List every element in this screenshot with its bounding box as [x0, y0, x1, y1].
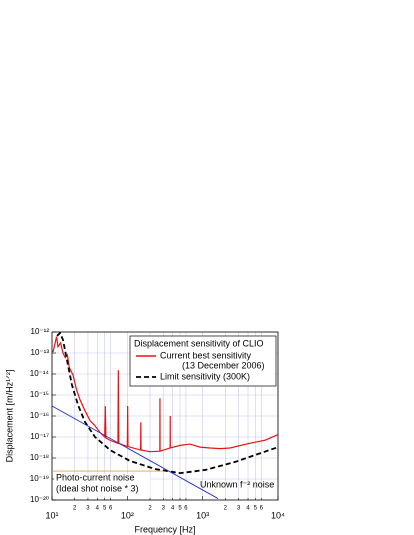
x-tick-label: 3 [86, 506, 90, 512]
y-tick-label: 10⁻¹³ [31, 348, 50, 357]
y-tick-label: 10⁻¹⁴ [30, 369, 50, 378]
x-tick-label: 4 [171, 506, 175, 512]
x-tick-label: 5 [103, 506, 107, 512]
y-axis-title: Displacement [m/Hz¹ᐟ²] [4, 370, 14, 463]
legend-label: Current best sensitivity [160, 350, 252, 360]
x-axis-title: Frequency [Hz] [134, 524, 195, 534]
y-tick-label: 10⁻¹² [31, 327, 50, 336]
x-tick-label: 6 [260, 506, 264, 512]
x-tick-label: 4 [246, 506, 250, 512]
x-tick-label: 6 [109, 506, 113, 512]
x-tick-label: 10¹ [45, 510, 58, 520]
label-bg [54, 474, 150, 496]
y-tick-label: 10⁻²⁰ [30, 495, 49, 504]
legend-note: (13 December 2006) [182, 360, 265, 370]
line-label: Photo-current noise [56, 472, 135, 482]
y-tick-label: 10⁻¹⁶ [30, 411, 49, 420]
x-tick-label: 6 [184, 506, 188, 512]
series-line [56, 332, 278, 475]
x-tick-label: 2 [224, 506, 228, 512]
y-tick-label: 10⁻¹⁹ [30, 474, 49, 483]
x-tick-label: 5 [254, 506, 258, 512]
series-line [52, 405, 219, 499]
y-tick-label: 10⁻¹⁷ [30, 432, 49, 441]
x-tick-label: 2 [73, 506, 77, 512]
x-tick-label: 10² [121, 510, 134, 520]
x-tick-label: 3 [237, 506, 241, 512]
y-tick-label: 10⁻¹⁸ [30, 453, 49, 462]
x-tick-label: 4 [96, 506, 100, 512]
x-tick-label: 10³ [196, 510, 209, 520]
legend-title: Displacement sensitivity of CLIO [134, 338, 264, 348]
line-label: (Ideal shot noise * 3) [56, 483, 139, 493]
x-tick-label: 3 [162, 506, 166, 512]
line-label: Unknown f⁻² noise [200, 479, 274, 489]
x-tick-label: 5 [178, 506, 182, 512]
plot-frame [51, 331, 279, 501]
x-tick-label: 2 [148, 506, 152, 512]
x-tick-label: 10⁴ [271, 510, 285, 520]
y-tick-label: 10⁻¹⁵ [30, 390, 49, 399]
legend-label: Limit sensitivity (300K) [160, 371, 250, 381]
